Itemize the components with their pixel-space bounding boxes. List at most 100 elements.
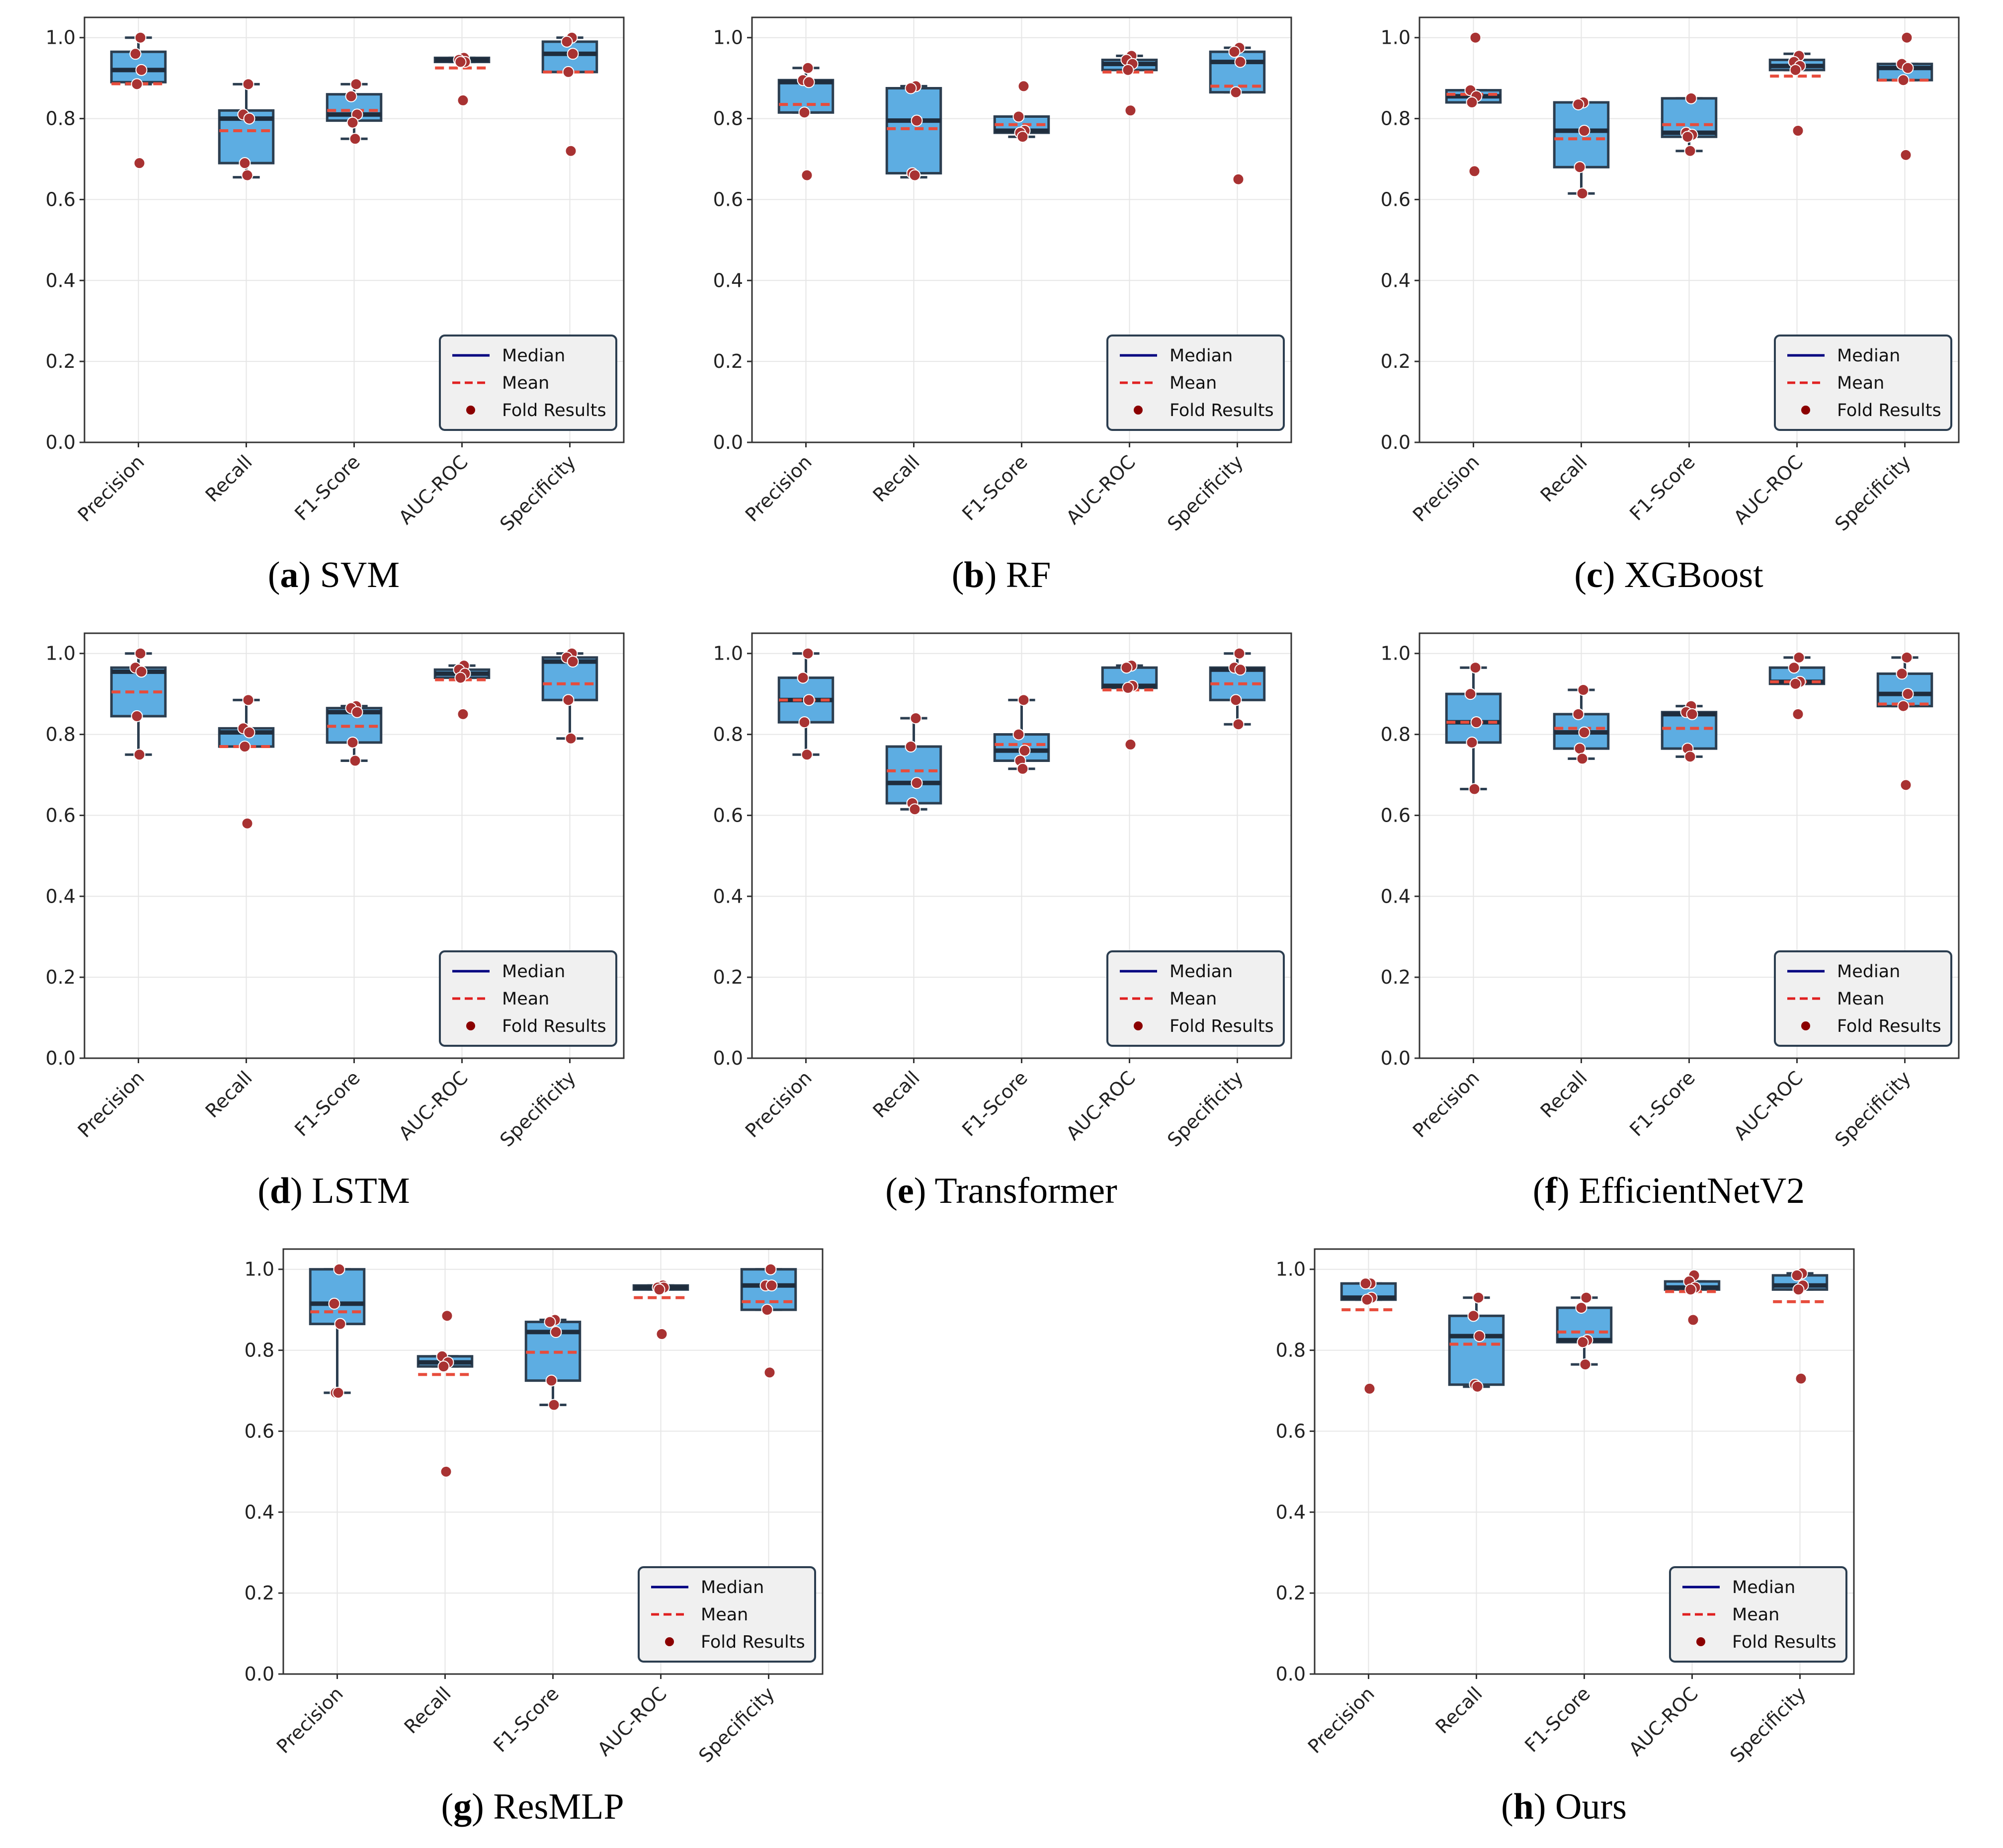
y-tick-label: 0.2 — [1381, 350, 1411, 372]
legend-median-label: Median — [701, 1578, 764, 1597]
fold-point-auc-roc — [1792, 125, 1804, 137]
x-tick-label: Recall — [1536, 1067, 1591, 1122]
y-tick-label: 0.8 — [1381, 724, 1411, 746]
fold-point-recall — [1576, 187, 1588, 200]
caption-ours: (h) Ours — [1501, 1786, 1627, 1827]
x-tick-label: F1-Score — [1520, 1682, 1594, 1757]
caption-resmlp: (g) ResMLP — [441, 1786, 624, 1827]
y-tick-label: 1.0 — [713, 643, 743, 665]
y-tick-label: 0.2 — [713, 350, 743, 372]
x-tick-label: Specificity — [1831, 1067, 1915, 1151]
fold-point-recall — [1576, 753, 1588, 765]
y-tick-label: 0.8 — [46, 108, 76, 130]
fold-point-auc-roc — [1789, 677, 1802, 690]
fold-point-precision — [134, 31, 147, 44]
chart-rf: 0.0 0.2 0.4 0.6 0.8 1.0 Precision Recall F1-Scor… — [713, 16, 1292, 535]
fold-point-auc-roc — [656, 1328, 668, 1340]
y-tick-label: 0.0 — [713, 431, 743, 453]
legend-fold-swatch — [665, 1637, 674, 1646]
box-recall — [1448, 1314, 1505, 1386]
x-tick-label: AUC-ROC — [593, 1682, 671, 1760]
x-tick-label: F1-Score — [489, 1682, 563, 1757]
fold-point-specificity — [1232, 718, 1245, 731]
legend-box — [1774, 950, 1952, 1047]
fold-point-specificity — [567, 656, 579, 668]
legend-fold-swatch — [1696, 1637, 1705, 1646]
fold-point-recall — [909, 803, 921, 816]
y-tick-label: 0.0 — [245, 1663, 274, 1685]
legend-median-label: Median — [1169, 962, 1233, 982]
legend-fold-swatch — [1801, 1021, 1810, 1030]
fold-point-auc-roc — [1788, 662, 1800, 674]
y-tick-label: 0.8 — [1276, 1340, 1306, 1361]
chart-efficientnetv2: 0.0 0.2 0.4 0.6 0.8 1.0 Precision Recall F1-Scor… — [1381, 632, 1960, 1151]
caption-xgboost: (c) XGBoost — [1574, 555, 1763, 595]
fold-point-precision — [801, 169, 813, 181]
x-tick-label: AUC-ROC — [1625, 1682, 1702, 1760]
box-precision — [309, 1268, 366, 1326]
caption-letter: a — [280, 555, 299, 595]
legend-mean-label: Mean — [1732, 1605, 1779, 1625]
y-tick-label: 0.8 — [713, 108, 743, 130]
fold-point-precision — [1468, 783, 1481, 795]
fold-point-specificity — [1900, 149, 1912, 161]
fold-point-specificity — [1902, 62, 1914, 74]
caption-letter: h — [1513, 1786, 1534, 1827]
y-tick-label: 1.0 — [713, 27, 743, 49]
fold-point-recall — [241, 169, 253, 181]
x-tick-label: Recall — [869, 451, 924, 506]
y-tick-label: 0.6 — [46, 188, 76, 210]
panel-e-transformer: 0.0 0.2 0.4 0.6 0.8 1.0 Precision Recall F1-Scor… — [668, 616, 1335, 1232]
caption-model: SVM — [320, 555, 400, 595]
fold-point-specificity — [1228, 46, 1241, 58]
x-tick-label: AUC-ROC — [1062, 451, 1140, 528]
fold-point-recall — [1577, 684, 1589, 696]
fold-point-precision — [134, 647, 147, 660]
fold-point-recall — [239, 157, 251, 169]
fold-point-specificity — [1901, 31, 1913, 44]
fold-point-recall — [441, 1310, 453, 1322]
legend-fold-label: Fold Results — [701, 1632, 805, 1652]
panel-a-svm: 0.0 0.2 0.4 0.6 0.8 1.0 Precision Recall F1-Scor… — [0, 0, 668, 616]
y-tick-label: 0.0 — [46, 1047, 76, 1069]
x-tick-label: Precision — [74, 1067, 149, 1142]
fold-point-specificity — [1230, 86, 1242, 98]
fold-point-recall — [1467, 1310, 1480, 1322]
fold-point-recall — [242, 694, 254, 706]
fold-point-auc-roc — [1122, 681, 1134, 694]
y-tick-label: 0.2 — [46, 350, 76, 372]
fold-point-recall — [1578, 726, 1590, 739]
fold-point-f1-score — [1017, 80, 1030, 92]
fold-point-precision — [135, 666, 148, 678]
fold-point-f1-score — [349, 755, 361, 767]
fold-point-precision — [803, 76, 815, 88]
caption-lstm: (d) LSTM — [257, 1171, 410, 1211]
fold-point-precision — [1470, 716, 1483, 729]
panel-h-ours: 0.0 0.2 0.4 0.6 0.8 1.0 Precision Recall F1-Scor… — [1230, 1232, 1898, 1848]
fold-point-precision — [798, 106, 811, 119]
fold-point-auc-roc — [457, 708, 469, 720]
x-tick-label: F1-Score — [1625, 451, 1699, 525]
fold-point-recall — [1572, 98, 1585, 111]
fold-point-auc-roc — [454, 56, 467, 68]
fold-point-specificity — [763, 1366, 776, 1379]
x-tick-label: Recall — [869, 1067, 924, 1122]
caption-model: Ours — [1555, 1786, 1627, 1827]
fold-point-specificity — [1896, 668, 1908, 680]
y-tick-label: 0.2 — [245, 1582, 274, 1604]
caption-svm: (a) SVM — [267, 555, 400, 595]
fold-point-specificity — [1234, 56, 1247, 68]
fold-point-recall — [910, 712, 922, 724]
chart-resmlp: 0.0 0.2 0.4 0.6 0.8 1.0 Precision Recall F1-Scor… — [245, 1248, 824, 1767]
fold-point-recall — [437, 1360, 450, 1373]
fold-point-specificity — [1232, 173, 1245, 185]
x-tick-label: AUC-ROC — [1730, 1067, 1807, 1144]
fold-point-precision — [131, 710, 143, 722]
fold-point-precision — [133, 157, 146, 169]
legend-median-label: Median — [1837, 346, 1900, 366]
y-tick-label: 0.6 — [46, 804, 76, 826]
x-tick-label: AUC-ROC — [395, 1067, 472, 1144]
fold-point-auc-roc — [457, 94, 469, 106]
fold-point-precision — [1361, 1293, 1373, 1306]
panel-b-rf: 0.0 0.2 0.4 0.6 0.8 1.0 Precision Recall F1-Scor… — [668, 0, 1335, 616]
